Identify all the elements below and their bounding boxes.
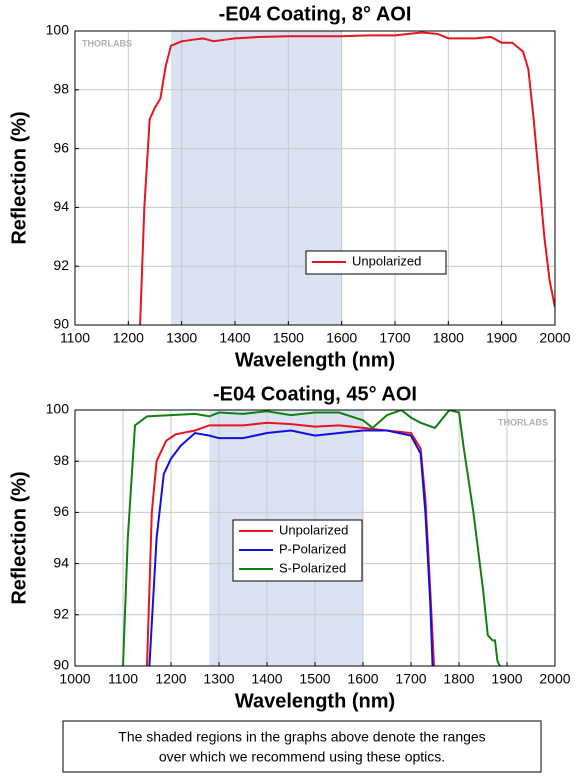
x-tick-label: 1300 <box>203 671 234 687</box>
caption-line: The shaded regions in the graphs above d… <box>118 729 485 745</box>
caption-box <box>62 720 542 773</box>
x-tick-label: 1200 <box>113 330 144 346</box>
y-tick-label: 90 <box>53 316 69 332</box>
watermark: THORLABS <box>82 38 132 48</box>
x-tick-label: 1300 <box>166 330 197 346</box>
y-tick-label: 100 <box>46 22 70 38</box>
y-tick-label: 96 <box>53 503 69 519</box>
x-tick-label: 2000 <box>539 330 570 346</box>
caption-line: over which we recommend using these opti… <box>159 749 445 765</box>
y-tick-label: 100 <box>46 401 70 417</box>
x-tick-label: 1900 <box>486 330 517 346</box>
series-line <box>122 410 501 666</box>
y-tick-label: 94 <box>53 554 69 570</box>
watermark: THORLABS <box>498 417 548 427</box>
x-axis-label: Wavelength (nm) <box>235 349 395 371</box>
x-tick-label: 1800 <box>443 671 474 687</box>
y-tick-label: 92 <box>53 257 69 273</box>
chart-title: -E04 Coating, 45° AOI <box>213 383 417 405</box>
legend-label: P-Polarized <box>279 541 346 556</box>
series-line <box>146 421 436 666</box>
x-tick-label: 1100 <box>108 671 138 687</box>
plot-lines <box>139 31 555 325</box>
chart-title: -E04 Coating, 8° AOI <box>219 3 412 25</box>
legend-label: Unpolarized <box>279 522 348 537</box>
y-axis-label: Reflection (%) <box>8 111 30 244</box>
x-tick-label: 1200 <box>155 671 186 687</box>
x-tick-label: 2000 <box>539 671 570 687</box>
y-tick-label: 94 <box>53 198 69 214</box>
x-tick-label: 1800 <box>433 330 464 346</box>
x-tick-label: 1000 <box>59 671 90 687</box>
y-tick-label: 98 <box>53 452 69 468</box>
legend-box <box>305 250 447 275</box>
y-tick-label: 98 <box>53 81 69 97</box>
x-tick-label: 1400 <box>219 330 250 346</box>
plot-lines <box>122 410 501 666</box>
y-tick-label: 96 <box>53 139 69 155</box>
x-tick-label: 1700 <box>395 671 426 687</box>
y-tick-label: 90 <box>53 657 69 673</box>
x-tick-label: 1600 <box>326 330 357 346</box>
y-axis-label: Reflection (%) <box>8 471 30 604</box>
x-tick-label: 1600 <box>347 671 378 687</box>
x-tick-label: 1500 <box>299 671 330 687</box>
shaded-range <box>171 31 342 325</box>
plot-frame <box>74 409 556 667</box>
y-tick-label: 92 <box>53 606 69 622</box>
plot-frame <box>74 30 556 326</box>
legend-label: Unpolarized <box>352 253 421 268</box>
x-tick-label: 1400 <box>251 671 282 687</box>
x-tick-label: 1100 <box>60 330 90 346</box>
x-tick-label: 1700 <box>379 330 410 346</box>
series-line <box>139 31 555 325</box>
series-line <box>148 429 434 666</box>
x-tick-label: 1500 <box>273 330 304 346</box>
x-tick-label: 1900 <box>491 671 522 687</box>
x-axis-label: Wavelength (nm) <box>235 690 395 712</box>
legend-label: S-Polarized <box>279 560 346 575</box>
